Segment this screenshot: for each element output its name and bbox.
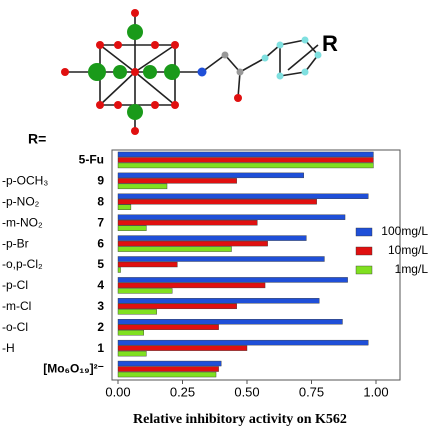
category-label: 7 xyxy=(97,215,104,229)
bar xyxy=(117,282,266,289)
bar xyxy=(117,246,232,252)
bar xyxy=(117,360,222,367)
category-label: 5 xyxy=(97,257,104,271)
bar xyxy=(117,339,369,346)
r-group-label: -H xyxy=(2,341,15,355)
bar xyxy=(117,225,147,231)
plot-frame xyxy=(111,149,401,381)
bar xyxy=(117,345,248,351)
molecule-label: R xyxy=(322,31,338,56)
category-label: 1 xyxy=(97,341,104,355)
x-tick-label: 0.25 xyxy=(170,384,195,399)
bar xyxy=(117,193,369,199)
r-group-label: -p-Br xyxy=(2,236,29,250)
molecule xyxy=(61,9,322,135)
bar xyxy=(117,288,173,294)
bar xyxy=(117,277,348,283)
bar xyxy=(117,309,157,315)
bar xyxy=(117,157,374,163)
bar xyxy=(117,172,304,179)
bar xyxy=(117,366,219,372)
legend-label: 100mg/L xyxy=(381,224,428,238)
bar xyxy=(117,267,121,273)
r-group-label: -m-NO₂ xyxy=(2,215,43,229)
r-group-label: -p-NO₂ xyxy=(2,194,40,208)
bar xyxy=(117,256,325,262)
x-tick-label: 0.50 xyxy=(234,384,259,399)
bar xyxy=(117,204,132,210)
legend-swatch xyxy=(355,265,373,275)
r-prefix: R= xyxy=(28,131,46,147)
category-label: 5-Fu xyxy=(79,153,104,167)
r-group-label: -o-Cl xyxy=(2,320,28,334)
r-group-label: -p-OCH₃ xyxy=(2,174,48,188)
bar xyxy=(117,261,178,268)
legend-swatch xyxy=(355,246,373,256)
category-label: 2 xyxy=(97,320,104,334)
category-label: 8 xyxy=(97,194,104,208)
category-label: 6 xyxy=(97,236,104,250)
bar xyxy=(117,151,374,158)
bar xyxy=(117,199,317,205)
category-label: [Mo₆O₁₉]²⁻ xyxy=(43,362,104,376)
bar xyxy=(117,298,320,304)
bar xyxy=(117,219,258,226)
category-label: 4 xyxy=(97,278,104,292)
legend-swatch xyxy=(355,227,373,237)
bar xyxy=(117,330,144,336)
bar xyxy=(117,350,147,357)
x-axis-label: Relative inhibitory activity on K562 xyxy=(133,412,347,427)
bar xyxy=(117,162,374,169)
bar xyxy=(117,183,168,190)
bar xyxy=(117,178,237,184)
bar xyxy=(117,303,237,310)
legend-label: 10mg/L xyxy=(388,243,428,257)
bar xyxy=(117,214,346,220)
x-tick-label: 0.00 xyxy=(105,384,130,399)
bar xyxy=(117,324,219,330)
bar xyxy=(117,240,268,247)
category-label: 9 xyxy=(97,174,104,188)
category-label: 3 xyxy=(97,299,104,313)
x-tick-label: 1.00 xyxy=(363,384,388,399)
bar xyxy=(117,319,343,325)
bar xyxy=(117,371,217,378)
legend-label: 1mg/L xyxy=(395,262,429,276)
bar xyxy=(117,235,307,241)
r-group-label: -o,p-Cl₂ xyxy=(2,257,43,271)
r-group-label: -p-Cl xyxy=(2,278,28,292)
r-group-label: -m-Cl xyxy=(2,299,31,313)
x-tick-label: 0.75 xyxy=(299,384,324,399)
